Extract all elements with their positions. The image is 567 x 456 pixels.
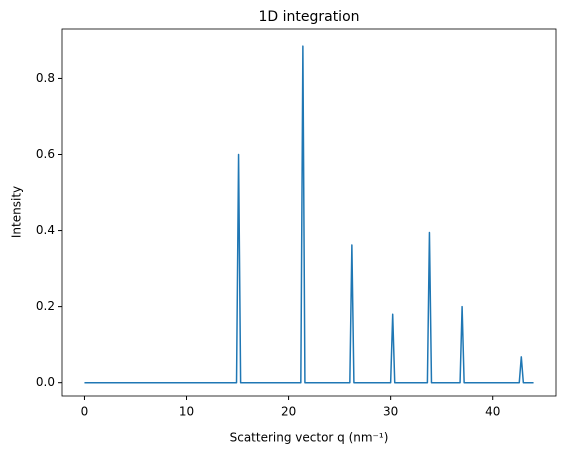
y-tick-label: 0.6 — [36, 147, 55, 161]
chart-title: 1D integration — [258, 9, 359, 25]
data-line — [84, 45, 534, 384]
y-tick-label: 0.0 — [36, 375, 55, 389]
y-tick-label: 0.2 — [36, 299, 55, 313]
x-tick-label: 10 — [179, 405, 194, 419]
x-tick-label: 30 — [383, 405, 398, 419]
y-tick-label: 0.4 — [36, 223, 55, 237]
x-tick-label: 40 — [485, 405, 500, 419]
y-tick-label: 0.8 — [36, 71, 55, 85]
x-tick-label: 0 — [81, 405, 89, 419]
y-axis-label: Intensity — [10, 186, 24, 238]
x-axis-label: Scattering vector q (nm⁻¹) — [230, 431, 389, 445]
plot-frame — [61, 28, 557, 397]
x-tick-label: 20 — [281, 405, 296, 419]
